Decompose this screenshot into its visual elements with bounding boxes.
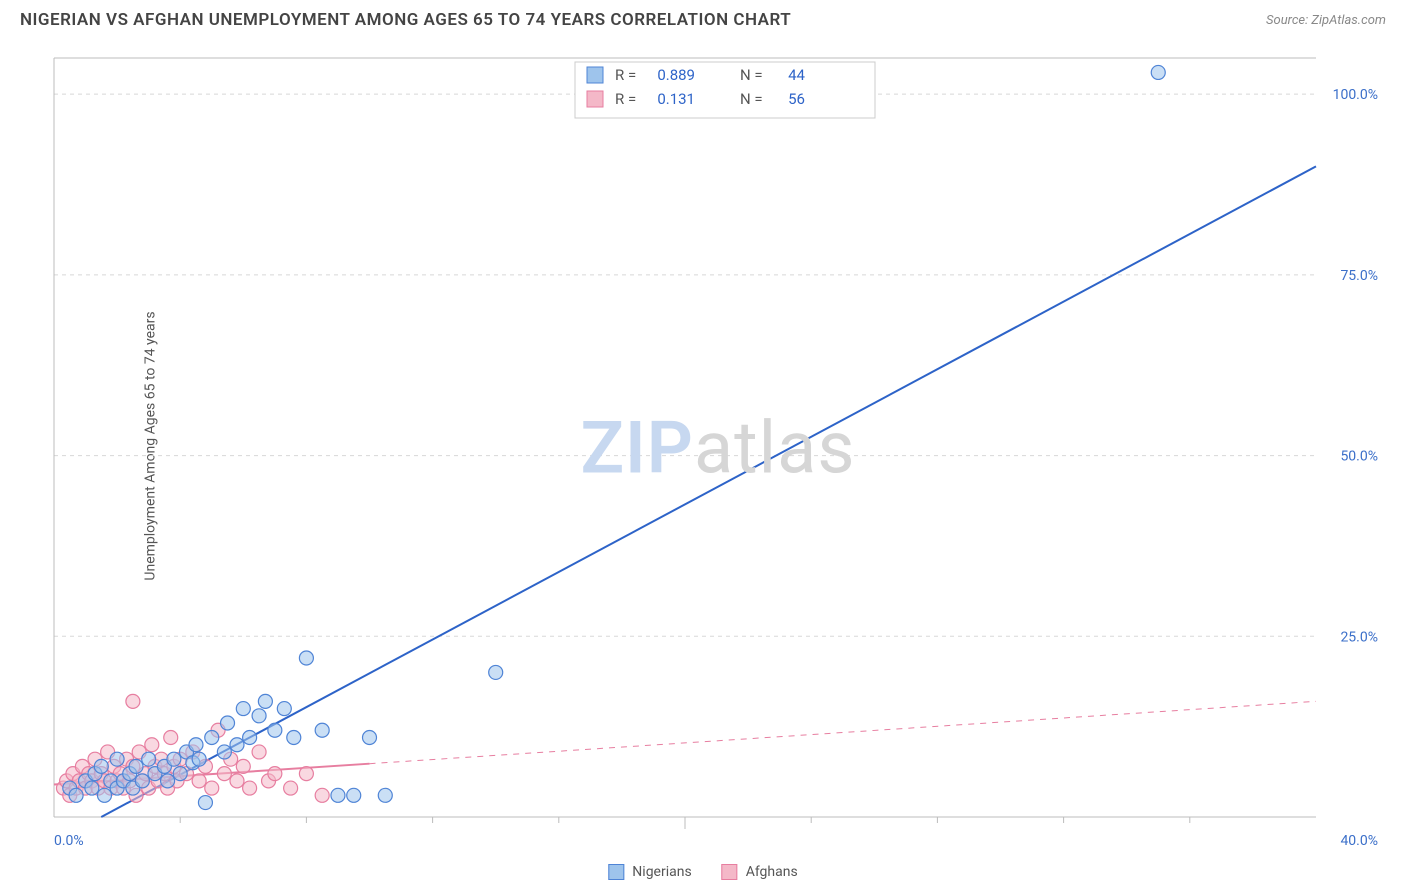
svg-text:N =: N = [740, 66, 763, 84]
svg-text:0.0%: 0.0% [54, 833, 84, 847]
legend-bottom: Nigerians Afghans [608, 864, 797, 880]
svg-text:100.0%: 100.0% [1333, 87, 1378, 103]
svg-text:0.889: 0.889 [657, 66, 695, 84]
legend-item-nigerians: Nigerians [608, 864, 691, 880]
svg-text:44: 44 [788, 66, 805, 84]
chart-plot-area: 25.0% 50.0% 75.0% 100.0% 0.0% 40.0% R = 0.889 N … [50, 48, 1386, 847]
svg-text:0.131: 0.131 [657, 90, 695, 108]
svg-text:25.0%: 25.0% [1340, 629, 1378, 645]
svg-text:N =: N = [740, 90, 763, 108]
legend-label-nigerians: Nigerians [632, 864, 691, 880]
svg-text:40.0%: 40.0% [1340, 833, 1378, 847]
chart-title: NIGERIAN VS AFGHAN UNEMPLOYMENT AMONG AG… [20, 10, 791, 30]
svg-text:R =: R = [615, 66, 636, 84]
legend-swatch-afghans [722, 864, 738, 880]
legend-label-afghans: Afghans [746, 864, 798, 880]
svg-text:75.0%: 75.0% [1340, 268, 1378, 284]
svg-text:50.0%: 50.0% [1340, 449, 1378, 465]
svg-text:56: 56 [788, 90, 805, 108]
svg-text:R =: R = [615, 90, 636, 108]
legend-swatch-nigerians [608, 864, 624, 880]
legend-item-afghans: Afghans [722, 864, 798, 880]
source-attribution: Source: ZipAtlas.com [1266, 13, 1386, 28]
